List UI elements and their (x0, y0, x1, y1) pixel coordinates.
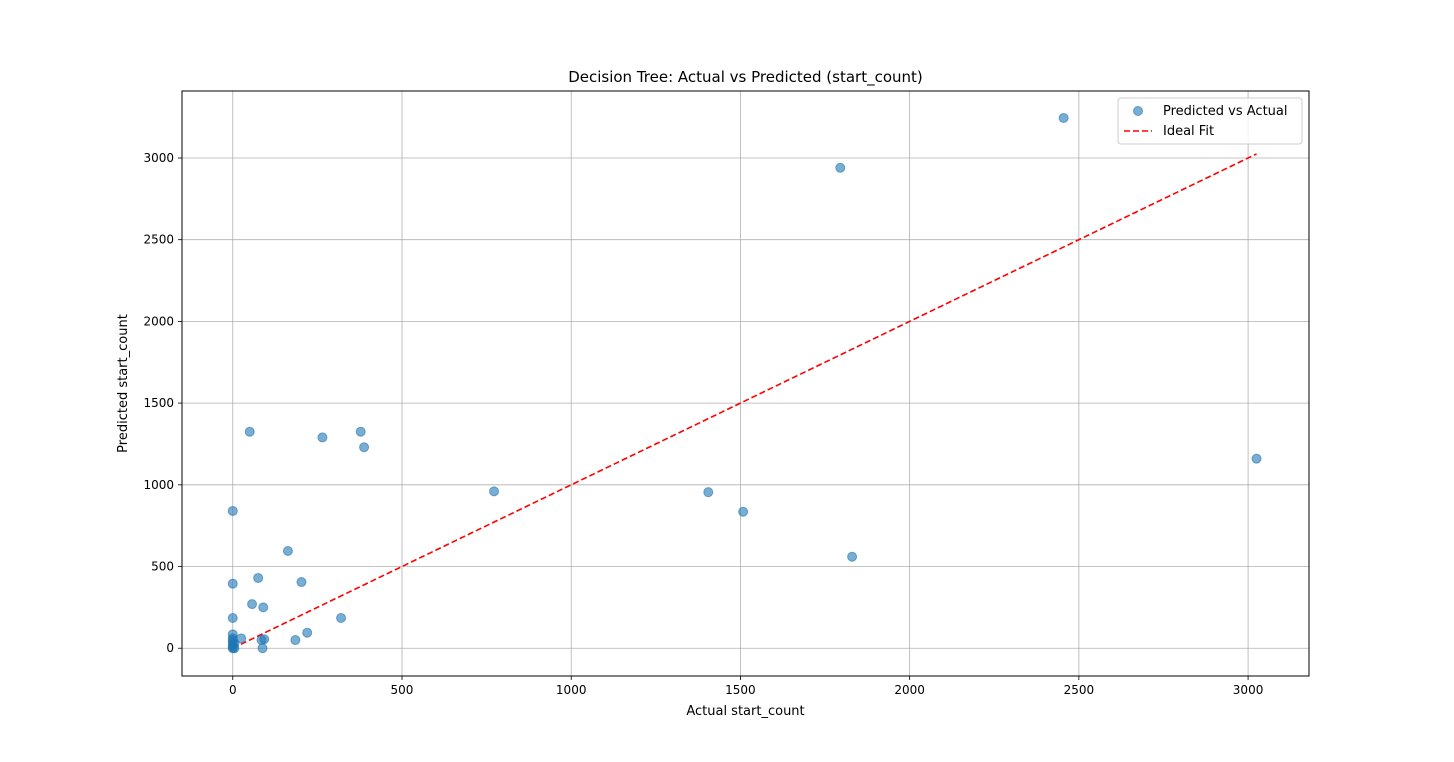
scatter-point (703, 487, 714, 498)
legend-label-ideal-fit: Ideal Fit (1163, 124, 1214, 139)
chart-title: Decision Tree: Actual vs Predicted (star… (568, 68, 923, 87)
scatter-point (847, 551, 858, 562)
x-tick-label: 500 (391, 683, 414, 697)
legend-box (1117, 97, 1303, 145)
scatter-point (336, 612, 347, 623)
scatter-point (229, 638, 240, 649)
scatter-point (738, 506, 749, 517)
legend-marker-predicted-vs-actual (1133, 106, 1143, 116)
scatter-point (835, 162, 846, 173)
scatter-point (355, 426, 366, 437)
scatter-point (302, 627, 313, 638)
scatter-point (244, 426, 255, 437)
scatter-point (1251, 453, 1262, 464)
ideal-fit-line (232, 153, 1257, 649)
scatter-point (227, 505, 238, 516)
y-tick-label: 3000 (143, 151, 174, 165)
scatter-point (247, 599, 258, 610)
scatter-point (227, 612, 238, 623)
ideal-fit-layer (232, 153, 1257, 649)
grid-lines (182, 91, 1309, 676)
x-tick-label: 3000 (1233, 683, 1264, 697)
scatter-points (227, 112, 1262, 654)
y-tick-label: 500 (151, 560, 174, 574)
y-tick-label: 1500 (143, 396, 174, 410)
legend-label-predicted-vs-actual: Predicted vs Actual (1163, 104, 1287, 119)
y-tick-label: 1000 (143, 478, 174, 492)
x-axis-label: Actual start_count (686, 704, 804, 719)
scatter-point (227, 578, 238, 589)
scatter-point (227, 629, 238, 640)
y-tick-label: 2000 (143, 314, 174, 328)
plot-area-frame (181, 90, 1310, 677)
x-tick-label: 1000 (556, 683, 587, 697)
x-axis-ticks: 0 500 1000 1500 2000 2500 3000 (229, 676, 1263, 697)
scatter-point (290, 635, 301, 646)
y-tick-label: 0 (166, 641, 174, 655)
scatter-point (236, 633, 247, 644)
scatter-point (489, 486, 500, 497)
scatter-point (317, 432, 328, 443)
y-axis-ticks: 0 500 1000 1500 2000 2500 3000 (143, 151, 182, 655)
scatter-point (253, 572, 264, 583)
scatter-point (259, 634, 270, 645)
legend: Predicted vs Actual Ideal Fit (1117, 97, 1303, 145)
y-axis-label: Predicted start_count (116, 314, 131, 453)
y-tick-label: 2500 (143, 233, 174, 247)
scatter-point (258, 602, 269, 613)
scatter-point (359, 442, 370, 453)
x-tick-label: 2500 (1064, 683, 1095, 697)
scatter-point (1058, 112, 1069, 123)
scatter-point (257, 643, 268, 654)
scatter-point (282, 545, 293, 556)
x-tick-label: 2000 (894, 683, 925, 697)
x-tick-label: 1500 (725, 683, 756, 697)
scatter-point (296, 577, 307, 588)
x-tick-label: 0 (229, 683, 237, 697)
